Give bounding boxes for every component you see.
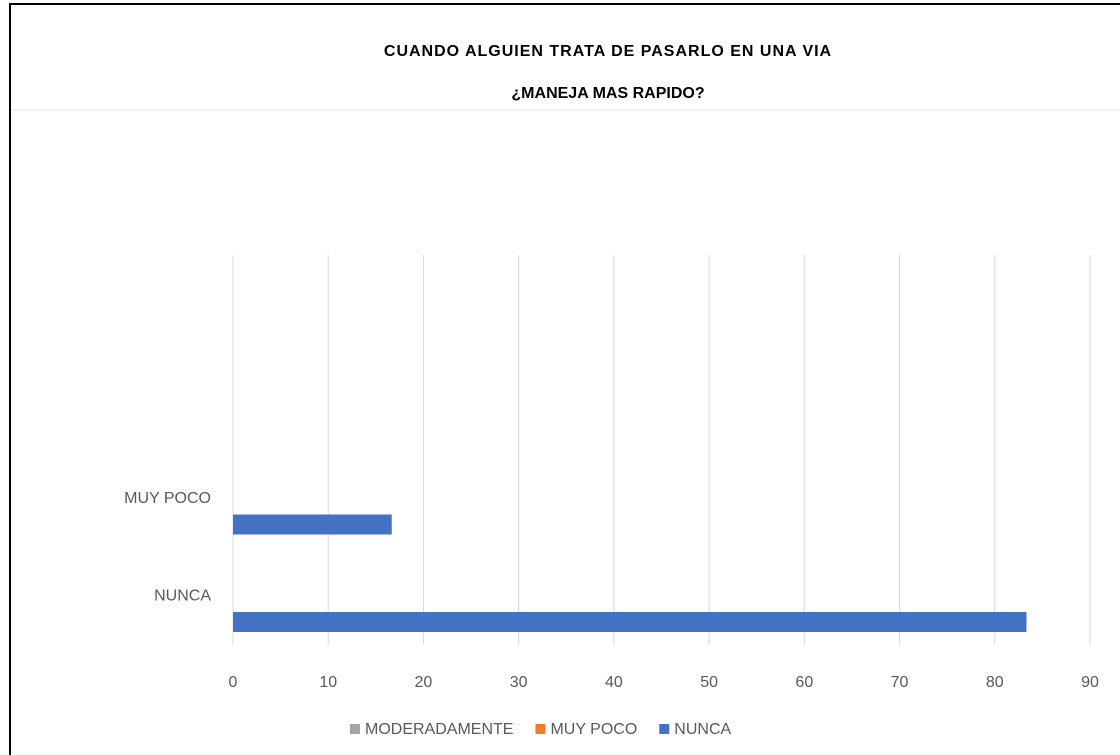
legend-swatch	[659, 724, 670, 734]
x-tick-label: 0	[229, 674, 238, 691]
x-tick-label: 90	[1081, 674, 1099, 691]
chart-title: CUANDO ALGUIEN TRATA DE PASARLO EN UNA V…	[384, 43, 832, 60]
x-tick-label: 20	[415, 674, 433, 691]
legend-swatch	[535, 724, 546, 734]
bar	[233, 514, 392, 535]
x-tick-label: 40	[605, 674, 623, 691]
legend-label: MODERADAMENTE	[365, 721, 513, 738]
legend-label: NUNCA	[674, 721, 731, 738]
x-tick-label: 70	[891, 674, 909, 691]
x-tick-label: 50	[700, 674, 718, 691]
chart-frame	[9, 3, 1120, 755]
y-tick-label: NUNCA	[154, 587, 211, 604]
x-tick-label: 30	[510, 674, 528, 691]
bar	[233, 612, 1027, 632]
x-tick-label: 80	[986, 674, 1004, 691]
x-tick-label: 60	[795, 674, 813, 691]
legend-swatch	[350, 724, 360, 734]
chart-subtitle: ¿MANEJA MAS RAPIDO?	[511, 85, 704, 102]
x-tick-label: 10	[319, 674, 337, 691]
y-tick-label: MUY POCO	[124, 490, 211, 507]
legend-label: MUY POCO	[550, 721, 637, 738]
